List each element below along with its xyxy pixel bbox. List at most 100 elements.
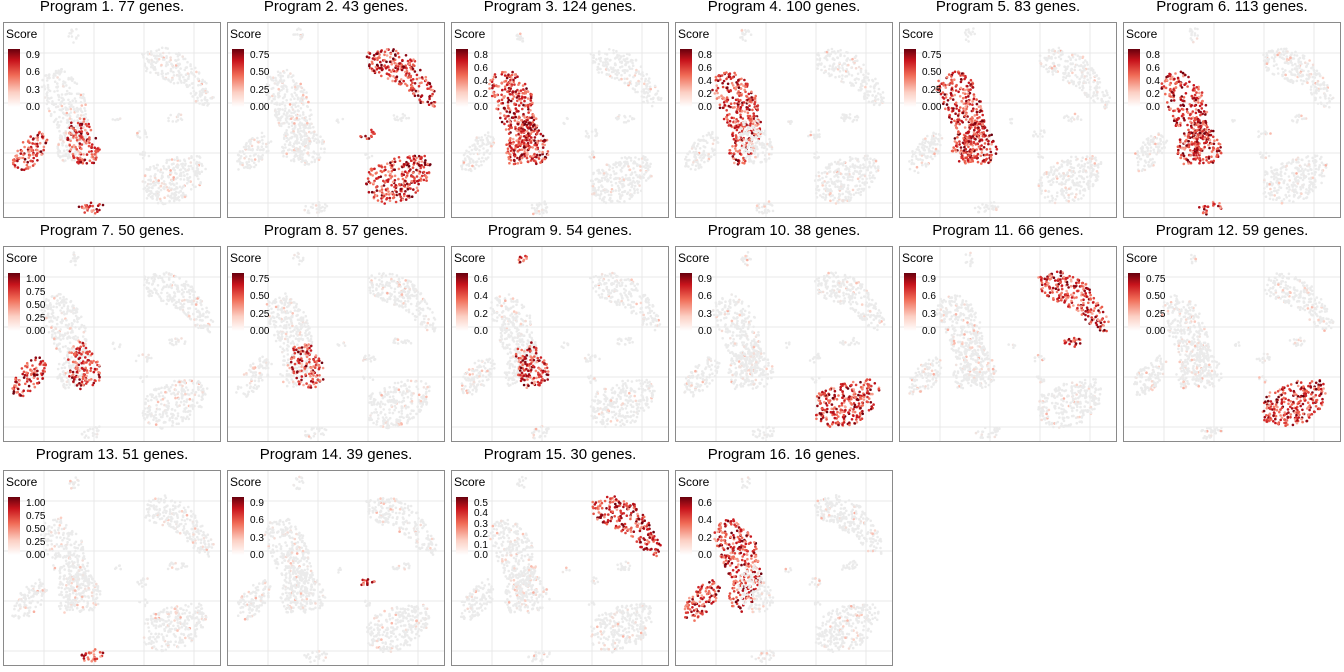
cell-point	[813, 156, 816, 159]
cell-point	[863, 93, 867, 97]
cell-point	[35, 142, 39, 146]
cell-point	[694, 147, 698, 150]
cell-point	[846, 178, 849, 182]
cell-point	[642, 100, 645, 104]
cell-point	[287, 125, 291, 129]
cell-point	[21, 141, 25, 144]
cell-point	[623, 71, 627, 75]
legend-tick-label: 0.0	[474, 102, 488, 113]
cell-point	[172, 82, 176, 85]
cell-point	[751, 131, 754, 135]
cell-point	[172, 188, 176, 191]
cell-point	[166, 47, 169, 50]
cell-point	[911, 150, 914, 153]
cell-point	[154, 183, 157, 187]
cell-point	[820, 171, 824, 175]
cell-point	[390, 170, 394, 173]
cell-point	[271, 86, 275, 90]
cell-point	[174, 66, 178, 70]
cell-point	[964, 74, 967, 78]
cell-point	[308, 114, 311, 118]
cell-point	[591, 179, 594, 183]
cell-point	[862, 189, 865, 192]
cell-point	[467, 150, 471, 154]
cell-point	[70, 158, 74, 162]
cell-point	[285, 68, 289, 72]
cell-point	[169, 113, 172, 117]
cell-point	[299, 129, 303, 133]
cell-point	[279, 116, 283, 119]
cell-point	[731, 96, 735, 99]
cell-point	[739, 87, 743, 90]
cell-point	[940, 137, 944, 140]
cell-point	[404, 74, 408, 77]
cell-point	[930, 150, 934, 153]
cell-point	[818, 178, 822, 181]
cell-point	[517, 90, 521, 93]
cell-point	[606, 57, 609, 61]
cell-point	[867, 79, 871, 82]
cell-point	[597, 186, 601, 189]
cell-point	[600, 71, 604, 74]
cell-point	[912, 152, 915, 156]
cell-point	[154, 71, 158, 75]
cell-point	[628, 67, 632, 70]
cell-point	[752, 117, 756, 120]
cell-point	[612, 170, 615, 173]
cell-point	[45, 92, 48, 96]
cell-point	[729, 124, 733, 127]
cell-point	[293, 150, 296, 154]
cell-point	[861, 181, 864, 185]
cell-point	[391, 68, 395, 72]
cell-point	[955, 83, 958, 87]
cell-point	[754, 155, 757, 159]
cell-point	[519, 35, 523, 38]
cell-point	[867, 100, 871, 104]
cell-point	[730, 116, 734, 120]
cell-point	[748, 104, 751, 107]
cell-point	[391, 79, 394, 83]
cell-point	[744, 156, 747, 160]
cell-point	[971, 119, 974, 123]
cell-point	[626, 178, 630, 182]
cell-point	[513, 83, 516, 86]
umap-plot-area: Score 0.75 0.50 0.25 0.00	[899, 22, 1117, 218]
cell-point	[526, 160, 530, 163]
cell-point	[692, 143, 696, 146]
cell-point	[462, 161, 466, 164]
cell-point	[78, 138, 81, 141]
cell-point	[743, 32, 747, 36]
cell-point	[507, 127, 511, 131]
cell-point	[388, 68, 391, 72]
cell-point	[876, 98, 880, 101]
cell-point	[624, 162, 627, 165]
cell-point	[20, 149, 24, 153]
cell-point	[253, 165, 256, 169]
cell-point	[514, 144, 518, 147]
cell-point	[296, 97, 300, 101]
cell-point	[763, 129, 767, 133]
cell-point	[507, 98, 511, 102]
cell-point	[376, 57, 379, 60]
cell-point	[45, 102, 49, 106]
cell-point	[168, 158, 171, 162]
cell-point	[200, 99, 203, 102]
cell-point	[383, 64, 387, 67]
cell-point	[755, 141, 759, 144]
cell-point	[608, 168, 611, 171]
cell-point	[721, 106, 725, 110]
cell-point	[627, 165, 630, 168]
cell-point	[687, 165, 690, 168]
cell-point	[729, 102, 733, 105]
cell-point	[837, 167, 840, 171]
cell-point	[247, 140, 251, 143]
cell-point	[741, 117, 745, 120]
cell-point	[71, 29, 74, 33]
cell-point	[287, 138, 290, 141]
cell-point	[177, 63, 180, 67]
cell-point	[424, 159, 427, 162]
cell-point	[644, 170, 648, 174]
cell-point	[390, 175, 394, 178]
cell-point	[95, 208, 98, 211]
cell-point	[523, 148, 526, 151]
